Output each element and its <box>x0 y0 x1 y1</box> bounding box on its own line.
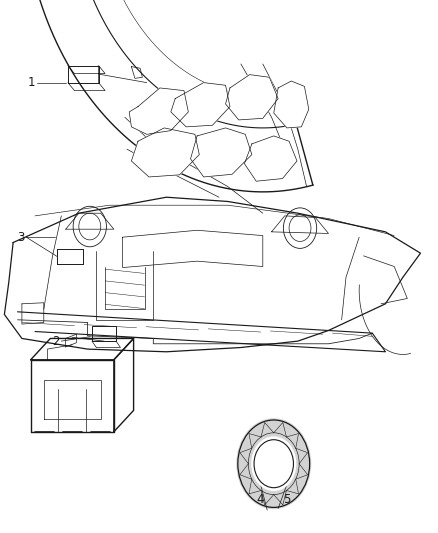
Polygon shape <box>191 128 252 177</box>
Polygon shape <box>226 75 278 120</box>
Text: 2: 2 <box>52 335 59 348</box>
Circle shape <box>252 437 296 490</box>
Polygon shape <box>274 81 309 128</box>
Text: 1: 1 <box>28 76 35 89</box>
Polygon shape <box>131 128 199 177</box>
Text: 3: 3 <box>17 231 24 244</box>
Circle shape <box>237 419 311 508</box>
Polygon shape <box>244 136 297 181</box>
Polygon shape <box>171 83 230 127</box>
Text: 4: 4 <box>257 493 265 506</box>
Text: 5: 5 <box>283 493 290 506</box>
Polygon shape <box>129 88 188 134</box>
